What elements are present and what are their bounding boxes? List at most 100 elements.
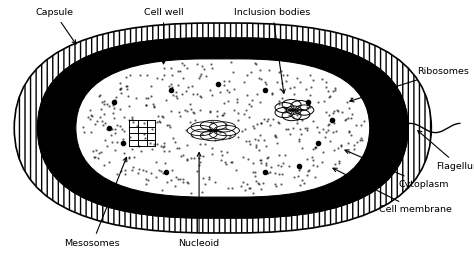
Point <box>293 118 301 122</box>
Point <box>146 141 154 145</box>
Point <box>154 142 161 146</box>
Point <box>171 184 179 188</box>
Point <box>190 110 197 114</box>
Point <box>179 153 187 157</box>
Point <box>160 149 168 153</box>
Point <box>322 85 329 89</box>
Point <box>208 66 216 70</box>
Point <box>218 153 226 157</box>
Point <box>129 165 137 169</box>
Point <box>303 173 311 177</box>
Point <box>244 93 251 97</box>
Point <box>134 171 142 175</box>
Point <box>265 68 273 72</box>
Point <box>334 146 341 150</box>
Point <box>219 137 226 141</box>
Point <box>221 111 228 115</box>
Point <box>188 84 196 88</box>
Point <box>158 114 166 118</box>
Point <box>211 138 219 142</box>
Point <box>94 156 102 160</box>
Point <box>324 128 331 132</box>
Point <box>264 155 272 159</box>
Point <box>273 135 280 139</box>
Point <box>331 88 338 92</box>
Point <box>303 129 311 133</box>
Point <box>191 118 198 122</box>
Point <box>137 149 145 153</box>
Point <box>273 79 281 83</box>
Point <box>113 172 121 176</box>
Point <box>121 168 128 172</box>
Point <box>178 92 186 96</box>
Point <box>295 139 302 143</box>
Point <box>325 113 333 117</box>
Point <box>356 138 364 142</box>
Point <box>253 179 260 183</box>
Point <box>187 107 195 111</box>
Point <box>147 83 155 88</box>
Point <box>122 75 129 79</box>
Point <box>249 191 257 195</box>
Point <box>205 175 212 179</box>
Point <box>111 98 118 102</box>
Point <box>172 90 180 94</box>
Point <box>313 140 320 144</box>
Point <box>173 96 181 100</box>
Point <box>283 126 290 131</box>
Point <box>197 94 205 99</box>
Point <box>275 172 283 176</box>
Point <box>261 116 268 121</box>
Point <box>157 144 165 148</box>
Point <box>121 172 129 176</box>
Point <box>180 180 187 184</box>
Point <box>113 140 120 144</box>
Point <box>117 169 125 173</box>
Point <box>275 121 283 125</box>
Point <box>142 96 150 100</box>
Point <box>335 161 343 165</box>
Text: Nucleoid: Nucleoid <box>179 153 219 248</box>
Point <box>348 112 356 116</box>
Point <box>243 72 251 77</box>
Point <box>337 144 345 148</box>
Point <box>251 174 258 178</box>
Point <box>147 93 155 98</box>
Point <box>150 105 158 109</box>
Point <box>275 70 283 74</box>
Point <box>233 100 240 104</box>
Point <box>254 138 262 142</box>
Point <box>173 69 181 73</box>
Point <box>164 123 171 127</box>
Point <box>110 116 118 120</box>
Point <box>139 168 147 172</box>
Point <box>357 123 365 127</box>
FancyBboxPatch shape <box>62 51 384 205</box>
Point <box>90 149 97 153</box>
Point <box>330 109 338 113</box>
Point <box>263 156 271 160</box>
Point <box>178 61 186 65</box>
Point <box>143 103 150 107</box>
Point <box>142 103 149 107</box>
Point <box>263 161 270 165</box>
Point <box>205 177 213 182</box>
Point <box>278 172 285 176</box>
Point <box>86 108 93 112</box>
Point <box>304 169 312 173</box>
Point <box>315 100 322 104</box>
Point <box>129 120 137 124</box>
Point <box>237 184 245 188</box>
Point <box>324 89 331 93</box>
Point <box>158 77 165 81</box>
Point <box>195 156 202 160</box>
FancyBboxPatch shape <box>62 51 384 205</box>
Point <box>161 66 168 70</box>
Point <box>169 136 176 140</box>
Point <box>224 186 232 190</box>
Point <box>222 126 230 130</box>
Point <box>151 142 158 146</box>
Point <box>232 168 240 172</box>
Point <box>233 97 241 101</box>
Point <box>322 80 329 84</box>
